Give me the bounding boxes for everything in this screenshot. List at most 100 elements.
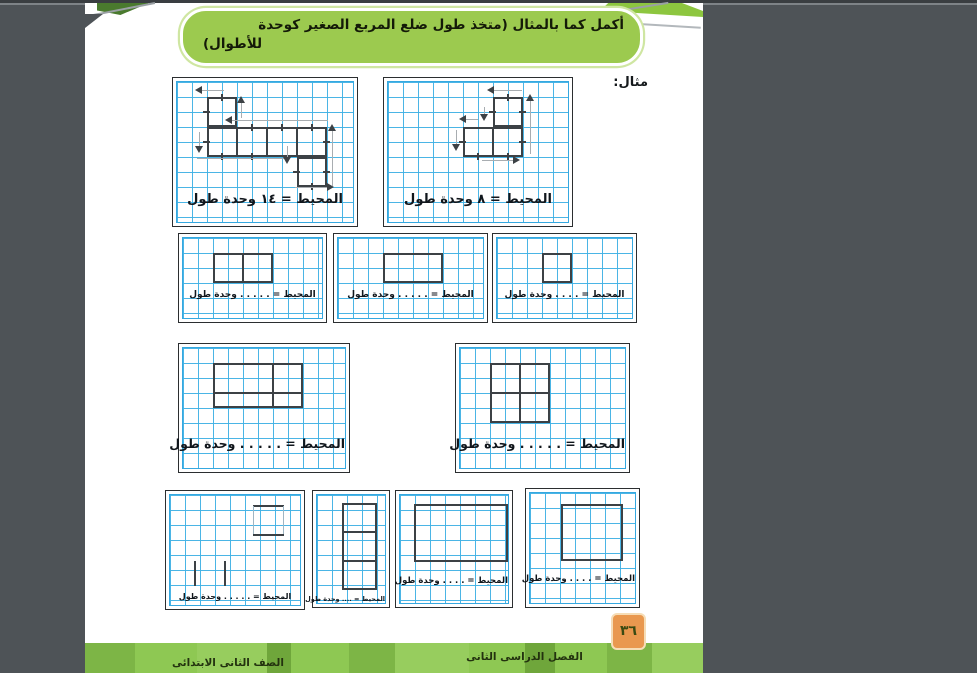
shape-line bbox=[507, 94, 509, 101]
arrow-up-icon bbox=[328, 124, 336, 131]
grid-row4-2: المحيط = .... وحدة طول bbox=[305, 490, 390, 608]
arrow-up-icon bbox=[526, 94, 534, 101]
leader-line bbox=[283, 506, 284, 534]
leader-line bbox=[253, 506, 254, 534]
grid-row3-left: المحيط = . . . . . وحدة طول bbox=[169, 343, 350, 473]
right-gray-highlight bbox=[703, 3, 977, 5]
arrow-down-icon bbox=[480, 114, 488, 121]
grid-paper: المحيط = . . . . . وحدة طول bbox=[182, 237, 323, 319]
shape-line bbox=[224, 561, 226, 586]
leader-line bbox=[197, 158, 289, 160]
grid-paper: المحيط = ١٤ وحدة طول bbox=[176, 81, 354, 223]
leader-line bbox=[484, 107, 486, 117]
grid-example-left: المحيط = ١٤ وحدة طول bbox=[172, 77, 358, 227]
shape-outline bbox=[207, 97, 237, 127]
left-gray-highlight bbox=[0, 3, 85, 5]
grid-row2-left: المحيط = . . . . . وحدة طول bbox=[178, 233, 327, 323]
banner-white-corner bbox=[682, 3, 703, 11]
shape-outline bbox=[542, 253, 572, 283]
footer-stripe bbox=[395, 643, 469, 673]
shape-line bbox=[507, 153, 509, 160]
perimeter-label: المحيط = . . . . وحدة طول bbox=[521, 574, 635, 584]
perimeter-label: المحيط = ٨ وحدة طول bbox=[404, 192, 552, 207]
shape-line bbox=[296, 128, 298, 156]
shape-outline bbox=[213, 363, 303, 408]
shape-line bbox=[272, 364, 274, 407]
shape-line bbox=[221, 94, 223, 101]
leader-line bbox=[494, 90, 522, 92]
footer-grade-text: الصف الثانى الابتدائى bbox=[172, 657, 284, 669]
shape-line bbox=[251, 124, 253, 131]
leader-line bbox=[241, 102, 243, 118]
shape-line bbox=[293, 171, 300, 173]
shape-line bbox=[519, 141, 526, 143]
footer-stripe bbox=[469, 643, 525, 673]
grid-paper: المحيط = ٨ وحدة طول bbox=[387, 81, 569, 223]
shape-line bbox=[236, 128, 238, 156]
arrow-left-icon bbox=[487, 86, 494, 94]
leader-line bbox=[466, 119, 478, 121]
grid-row2-middle: المحيط = . . . . . وحدة طول bbox=[333, 233, 488, 323]
grid-paper: المحيط = . . . . . وحدة طول bbox=[169, 347, 346, 469]
arrow-left-icon bbox=[195, 86, 202, 94]
leader-line bbox=[456, 130, 458, 147]
shape-line bbox=[242, 254, 244, 282]
shape-line bbox=[323, 171, 330, 173]
leader-line bbox=[232, 120, 328, 122]
shape-line bbox=[489, 111, 496, 113]
shape-line bbox=[343, 560, 376, 562]
grid-row4-4: المحيط = . . . . وحدة طول bbox=[521, 488, 640, 608]
arrow-up-icon bbox=[237, 96, 245, 103]
arrow-down-icon bbox=[283, 157, 291, 164]
perimeter-label: المحيط = . . . . . وحدة طول bbox=[178, 592, 292, 601]
perimeter-label: المحيط = . . . . وحدة طول bbox=[394, 576, 508, 586]
arrow-right-icon bbox=[513, 156, 520, 164]
shape-line bbox=[253, 534, 284, 536]
grid-paper: المحيط = . . . . وحدة طول bbox=[496, 237, 633, 319]
grid-row4-1: المحيط = . . . . . وحدة طول bbox=[165, 490, 305, 610]
footer-stripe bbox=[291, 643, 349, 673]
shape-line bbox=[253, 505, 284, 507]
shape-outline bbox=[414, 504, 508, 562]
shape-line bbox=[491, 392, 549, 394]
leader-line bbox=[295, 187, 329, 189]
shape-line bbox=[281, 124, 283, 131]
shape-outline bbox=[342, 503, 377, 590]
perimeter-label: المحيط = .... وحدة طول bbox=[305, 595, 385, 603]
grid-paper: المحيط = . . . . وحدة طول bbox=[394, 494, 509, 604]
arrow-left-icon bbox=[225, 116, 232, 124]
leader-line bbox=[199, 132, 201, 148]
shape-outline bbox=[561, 504, 623, 561]
footer-stripe bbox=[197, 643, 267, 673]
perimeter-label: المحيط = . . . . . وحدة طول bbox=[449, 436, 625, 451]
instruction-box: أكمل كما بالمثال (متخذ طول ضلع المربع ال… bbox=[180, 8, 643, 66]
shape-outline bbox=[383, 253, 443, 283]
shape-line bbox=[459, 141, 466, 143]
grid-paper: المحيط = . . . . . وحدة طول bbox=[449, 347, 626, 469]
shape-line bbox=[221, 153, 223, 160]
footer-green-bar bbox=[85, 643, 703, 673]
footer-stripe bbox=[85, 643, 135, 673]
grid-paper: المحيط = . . . . . وحدة طول bbox=[169, 494, 301, 606]
leader-line bbox=[202, 90, 224, 92]
perimeter-label: المحيط = ١٤ وحدة طول bbox=[187, 192, 343, 207]
leader-line bbox=[530, 100, 532, 154]
shape-line bbox=[266, 128, 268, 156]
shape-line bbox=[343, 531, 376, 533]
shape-line bbox=[519, 111, 526, 113]
grid-row3-right: المحيط = . . . . . وحدة طول bbox=[449, 343, 630, 473]
arrow-down-icon bbox=[452, 144, 460, 151]
footer-stripe bbox=[525, 643, 555, 673]
shape-line bbox=[203, 111, 210, 113]
footer-stripe bbox=[267, 643, 291, 673]
arrow-left-icon bbox=[459, 115, 466, 123]
grid-paper: المحيط = . . . . . وحدة طول bbox=[337, 237, 484, 319]
shape-line bbox=[203, 141, 210, 143]
shape-line bbox=[194, 561, 196, 586]
leader-line bbox=[287, 146, 289, 159]
shape-line bbox=[311, 183, 313, 190]
grid-row2-right: المحيط = . . . . وحدة طول bbox=[492, 233, 637, 323]
shape-line bbox=[477, 153, 479, 160]
perimeter-label: المحيط = . . . . . وحدة طول bbox=[347, 290, 474, 300]
